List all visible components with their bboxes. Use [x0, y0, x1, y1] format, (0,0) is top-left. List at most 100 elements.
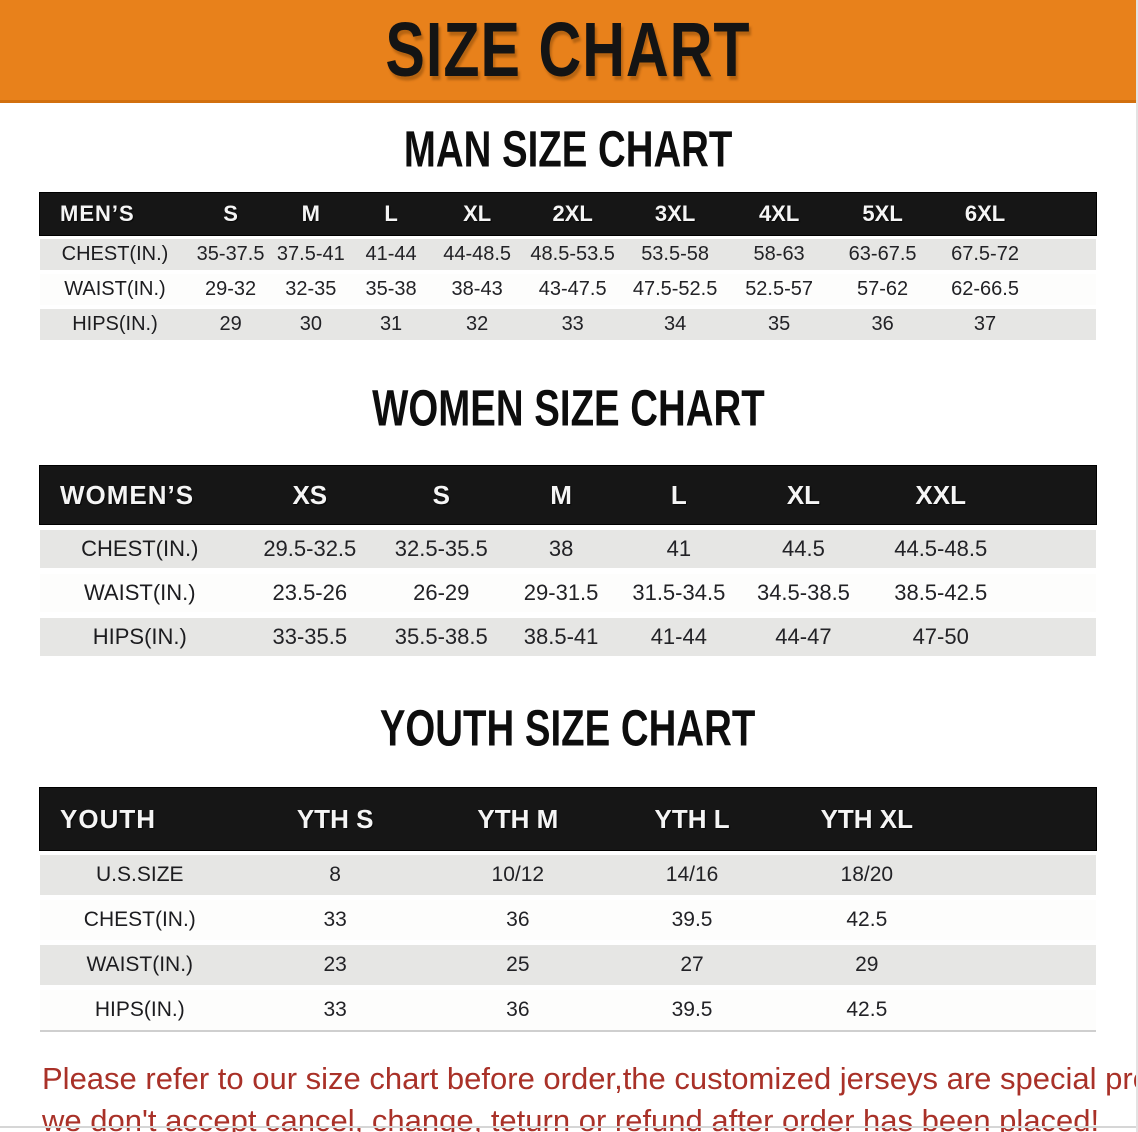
men-hips-row: HIPS(IN.) 29 30 31 32 33 34 35 36 37 — [40, 309, 1096, 340]
women-section-title-text: WOMEN SIZE CHART — [371, 380, 765, 438]
row-label: HIPS(IN.) — [72, 313, 158, 335]
table-cell: 62-66.5 — [951, 278, 1019, 300]
table-cell: 44.5 — [782, 536, 825, 561]
youth-header-size-yth-xl: YTH XL — [820, 803, 914, 834]
men-header-size-l: L — [384, 201, 398, 226]
men-section-title-text: MAN SIZE CHART — [403, 121, 733, 179]
women-header-size-xs: XS — [292, 479, 328, 510]
table-cell: 42.5 — [846, 998, 888, 1021]
table-cell: 41 — [666, 536, 692, 561]
size-chart-banner: SIZE CHART — [0, 0, 1136, 103]
table-cell: 29 — [219, 313, 242, 335]
youth-header-size-yth-l: YTH L — [654, 803, 730, 834]
women-size-table: WOMEN’S XS S M L XL XXL CHEST(IN.) 29.5-… — [40, 466, 1096, 656]
table-cell: 32.5-35.5 — [394, 536, 488, 561]
youth-header-corner: YOUTH — [60, 803, 156, 834]
disclaimer-line-1: Please refer to our size chart before or… — [42, 1061, 1138, 1096]
row-label: WAIST(IN.) — [64, 278, 166, 300]
table-cell: 25 — [506, 953, 530, 976]
row-label: WAIST(IN.) — [83, 580, 196, 605]
table-cell: 63-67.5 — [848, 243, 917, 265]
table-cell: 38.5-42.5 — [894, 580, 988, 605]
women-waist-row: WAIST(IN.) 23.5-26 26-29 29-31.5 31.5-34… — [40, 574, 1096, 612]
row-label: CHEST(IN.) — [81, 536, 199, 561]
youth-header-size-yth-s: YTH S — [296, 803, 374, 834]
men-header-size-2xl: 2XL — [552, 201, 593, 226]
banner-title: SIZE CHART — [385, 7, 751, 93]
youth-table-header-row: YOUTH YTH S YTH M YTH L YTH XL — [40, 788, 1096, 850]
table-cell: 47-50 — [912, 624, 969, 649]
table-cell: 41-44 — [365, 243, 417, 265]
men-header-size-6xl: 6XL — [964, 201, 1006, 226]
table-cell: 39.5 — [671, 998, 713, 1021]
table-cell: 36 — [506, 908, 530, 931]
table-cell: 38-43 — [451, 278, 503, 300]
youth-section-title: YOUTH SIZE CHART — [0, 701, 1136, 758]
table-cell: 23 — [323, 953, 347, 976]
men-header-size-m: M — [301, 201, 320, 226]
table-cell: 29-32 — [205, 278, 257, 300]
youth-ussize-row: U.S.SIZE 8 10/12 14/16 18/20 — [40, 855, 1096, 895]
women-header-corner: WOMEN’S — [60, 479, 195, 510]
table-cell: 36 — [871, 313, 894, 335]
table-cell: 29.5-32.5 — [263, 536, 357, 561]
table-cell: 35.5-38.5 — [394, 624, 488, 649]
bottom-divider — [0, 1126, 1136, 1128]
table-cell: 33 — [561, 313, 584, 335]
table-cell: 35-38 — [365, 278, 417, 300]
table-cell: 36 — [506, 998, 530, 1021]
table-cell: 32-35 — [285, 278, 337, 300]
row-label: WAIST(IN.) — [86, 953, 194, 976]
table-cell: 38.5-41 — [523, 624, 599, 649]
youth-waist-row: WAIST(IN.) 23 25 27 29 — [40, 945, 1096, 985]
table-cell: 31 — [379, 313, 403, 335]
table-cell: 39.5 — [671, 908, 713, 931]
table-cell: 33 — [323, 908, 347, 931]
women-header-size-m: M — [550, 479, 572, 510]
table-cell: 32 — [466, 313, 489, 335]
table-cell: 53.5-58 — [641, 243, 710, 265]
table-cell: 30 — [299, 313, 322, 335]
table-cell: 41-44 — [650, 624, 707, 649]
table-cell: 29-31.5 — [523, 580, 599, 605]
men-chest-row: CHEST(IN.) 35-37.5 37.5-41 41-44 44-48.5… — [40, 239, 1096, 270]
row-label: CHEST(IN.) — [61, 243, 169, 265]
women-section-title: WOMEN SIZE CHART — [0, 381, 1136, 438]
table-cell: 37.5-41 — [276, 243, 345, 265]
table-cell: 44-48.5 — [443, 243, 512, 265]
table-cell: 57-62 — [857, 278, 909, 300]
women-header-size-xxl: XXL — [915, 479, 966, 510]
men-section-title: MAN SIZE CHART — [0, 122, 1136, 179]
table-cell: 33-35.5 — [272, 624, 348, 649]
youth-size-table: YOUTH YTH S YTH M YTH L YTH XL U.S.SIZE … — [40, 788, 1096, 1032]
women-header-size-s: S — [432, 479, 450, 510]
table-cell: 26-29 — [413, 580, 470, 605]
women-header-size-l: L — [670, 479, 687, 510]
women-hips-row: HIPS(IN.) 33-35.5 35.5-38.5 38.5-41 41-4… — [40, 618, 1096, 656]
men-header-size-3xl: 3XL — [654, 201, 696, 226]
men-table-header-row: MEN’S S M L XL 2XL 3XL 4XL 5XL 6XL — [40, 193, 1096, 235]
row-label: HIPS(IN.) — [92, 624, 187, 649]
youth-header-size-yth-m: YTH M — [477, 803, 559, 834]
men-waist-row: WAIST(IN.) 29-32 32-35 35-38 38-43 43-47… — [40, 274, 1096, 305]
table-cell: 52.5-57 — [745, 278, 814, 300]
table-cell: 8 — [329, 863, 341, 886]
table-cell: 14/16 — [665, 863, 719, 886]
table-cell: 10/12 — [491, 863, 545, 886]
table-cell: 34 — [663, 313, 687, 335]
table-cell: 35 — [767, 313, 791, 335]
men-header-corner: MEN’S — [60, 201, 135, 226]
table-cell: 38 — [548, 536, 574, 561]
table-cell: 33 — [323, 998, 347, 1021]
men-header-size-4xl: 4XL — [758, 201, 800, 226]
youth-section-title-text: YOUTH SIZE CHART — [380, 700, 756, 758]
men-header-size-xl: XL — [463, 201, 492, 226]
table-cell: 43-47.5 — [538, 278, 607, 300]
table-cell: 67.5-72 — [951, 243, 1019, 265]
row-label: CHEST(IN.) — [83, 908, 196, 931]
table-cell: 47.5-52.5 — [632, 278, 718, 300]
table-cell: 42.5 — [846, 908, 888, 931]
footer-disclaimer: Please refer to our size chart before or… — [0, 1058, 1136, 1132]
men-header-size-s: S — [223, 201, 238, 226]
